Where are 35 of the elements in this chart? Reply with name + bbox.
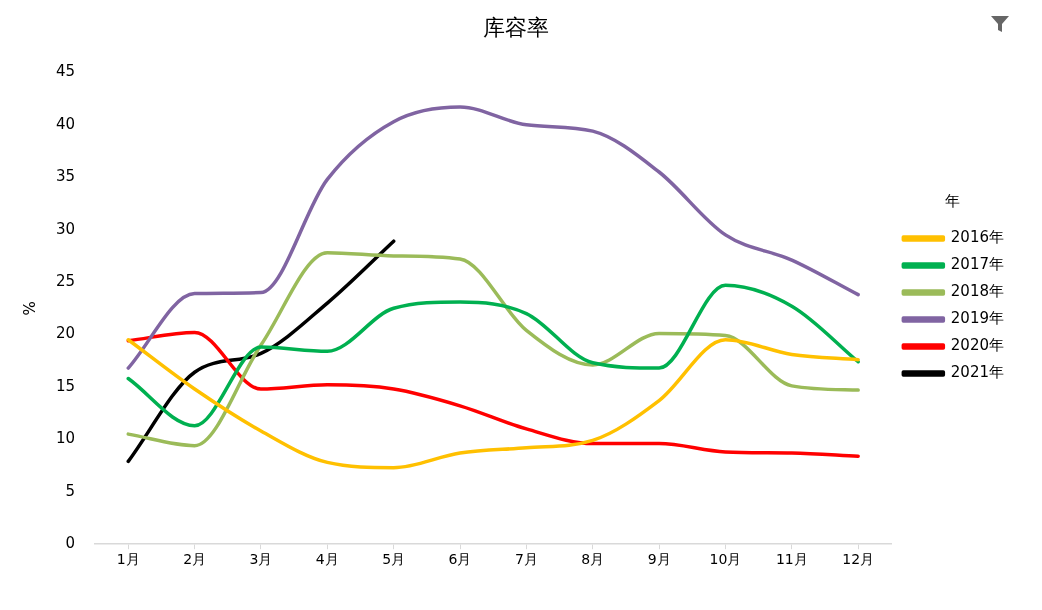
x-tick-label: 1月: [116, 551, 140, 568]
legend-title: 年: [945, 192, 961, 211]
y-tick-label: 20: [55, 324, 76, 343]
line-series: [126, 283, 860, 428]
x-tick-label: 8月: [581, 551, 605, 568]
line-series: [126, 105, 860, 370]
x-tick-label: 10月: [709, 551, 742, 568]
legend-label: 2018年: [950, 282, 1005, 301]
x-tick-label: 7月: [514, 551, 538, 568]
y-tick-label: 45: [55, 62, 76, 81]
x-tick-label: 2月: [183, 551, 207, 568]
y-tick-label: 40: [55, 114, 76, 133]
y-axis-title: %: [20, 301, 39, 316]
x-tick-label: 5月: [382, 551, 406, 568]
y-tick-label: 25: [55, 271, 76, 290]
x-tick-label: 4月: [315, 551, 339, 568]
legend-label: 2016年: [950, 228, 1005, 247]
line-series: [126, 239, 396, 464]
legend-label: 2019年: [950, 309, 1005, 328]
legend-label: 2017年: [950, 255, 1005, 274]
x-tick-label: 3月: [249, 551, 273, 568]
line-series: [126, 250, 860, 448]
legend-label: 2020年: [950, 336, 1005, 355]
x-tick-label: 6月: [448, 551, 472, 568]
y-tick-label: 5: [65, 481, 76, 500]
x-tick-label: 12月: [842, 551, 875, 568]
y-tick-label: 10: [55, 429, 76, 448]
y-tick-label: 0: [65, 534, 76, 553]
legend-label: 2021年: [950, 363, 1005, 382]
y-tick-label: 30: [55, 219, 76, 238]
x-tick-label: 11月: [775, 551, 808, 568]
y-tick-label: 35: [55, 167, 76, 186]
y-tick-label: 15: [55, 376, 76, 395]
chart-title: 库容率: [483, 14, 549, 40]
x-tick-label: 9月: [647, 551, 671, 568]
